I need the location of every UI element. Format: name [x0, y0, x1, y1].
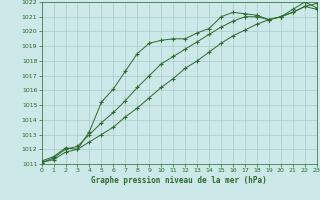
X-axis label: Graphe pression niveau de la mer (hPa): Graphe pression niveau de la mer (hPa) — [91, 176, 267, 185]
